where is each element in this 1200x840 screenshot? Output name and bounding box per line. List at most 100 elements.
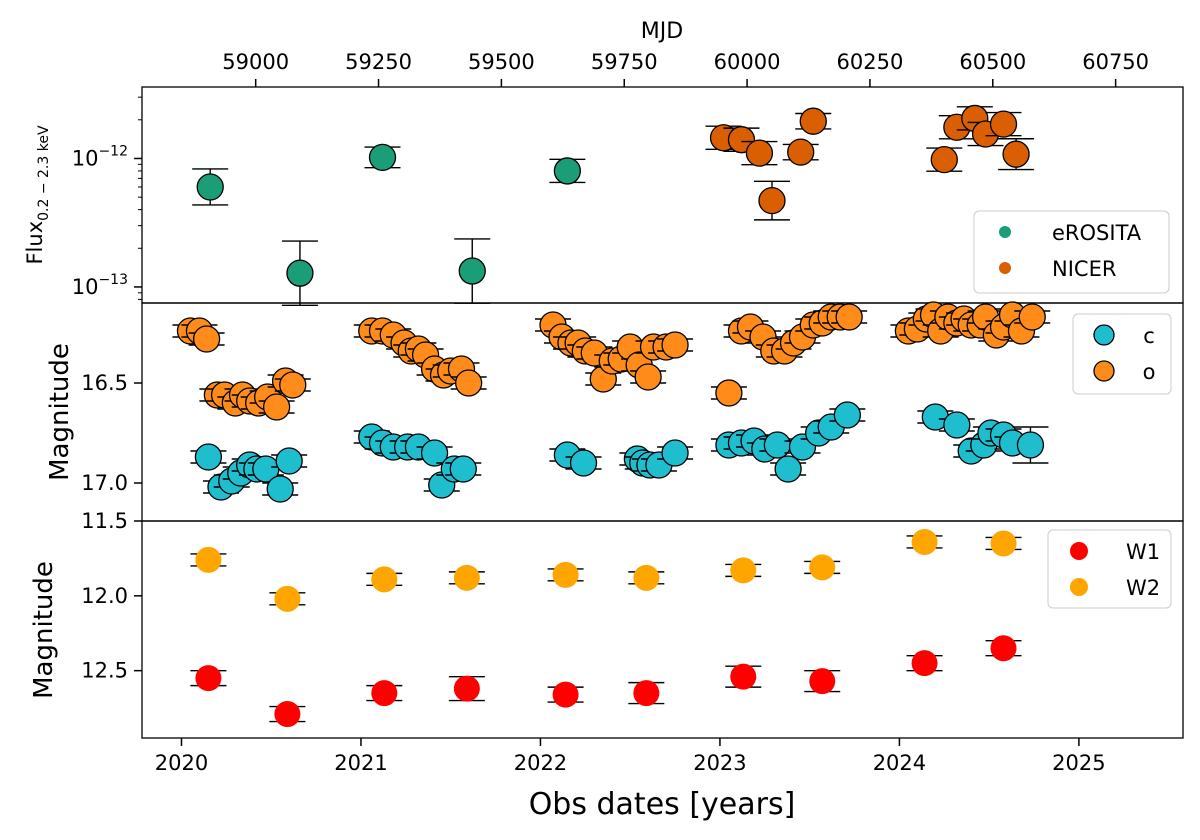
bottom-legend: W1 W2 (1047, 529, 1172, 609)
bottom-point-W1 (906, 650, 943, 677)
legend-marker-eROSITA (999, 226, 1011, 238)
mjd-tick-label: 59750 (591, 50, 658, 74)
middle-point-c (262, 475, 299, 503)
bottom-marker-W2 (633, 564, 660, 591)
legend-label-eROSITA: eROSITA (1052, 221, 1142, 245)
middle-marker-c (449, 455, 477, 483)
middle-point-c (657, 439, 694, 467)
middle-marker-c (774, 455, 802, 483)
panel-frame-bottom (141, 520, 1184, 739)
bottom-marker-W1 (453, 675, 480, 702)
middle-point-o (657, 331, 694, 359)
bottom-marker-W1 (371, 680, 398, 707)
middle-marker-o (192, 325, 221, 353)
top-marker-NICER (989, 110, 1018, 138)
bottom-marker-W1 (552, 681, 579, 708)
top-marker-eROSITA (368, 143, 397, 172)
top-marker-NICER (787, 138, 815, 166)
top-point-NICER (741, 139, 778, 167)
top-panel-y-axis-title: Flux0.2 − 2.3 keV (23, 125, 52, 264)
bottom-point-W2 (628, 564, 665, 591)
middle-marker-o (661, 331, 689, 359)
bottom-point-W1 (190, 665, 227, 692)
mjd-tick-label: 59000 (222, 50, 289, 74)
middle-point-o (630, 363, 667, 391)
bottom-point-W1 (448, 675, 485, 702)
bottom-marker-W2 (552, 561, 579, 588)
mjd-tick-label: 59500 (468, 50, 535, 74)
middle-point-o (710, 379, 747, 407)
middle-point-c (829, 401, 866, 429)
bottom-point-W1 (269, 701, 306, 728)
middle-panel-y-axis-title: Magnitude (45, 343, 75, 481)
top-marker-NICER (799, 107, 827, 135)
legend-marker-W1 (1070, 542, 1088, 560)
bottom-marker-W1 (730, 663, 757, 690)
legend-marker-o (1093, 360, 1115, 382)
middle-marker-o (1018, 303, 1046, 331)
bottom-marker-W1 (633, 680, 660, 707)
top-marker-NICER (758, 186, 786, 215)
bottom-point-W2 (366, 566, 403, 593)
top-y-tick-label: 10−13 (72, 272, 128, 299)
top-point-eROSITA (364, 143, 401, 172)
legend-box (973, 210, 1170, 294)
top-point-eROSITA (454, 238, 491, 304)
bottom-point-W1 (725, 663, 762, 690)
middle-marker-c (420, 439, 449, 467)
bottom-marker-W2 (453, 564, 480, 591)
top-marker-NICER (745, 139, 774, 167)
middle-point-c (938, 411, 975, 439)
middle-point-c (565, 449, 602, 477)
top-y-tick-label: 10−12 (72, 143, 128, 170)
middle-marker-c (194, 443, 223, 471)
bottom-point-W2 (725, 557, 762, 584)
bottom-marker-W1 (809, 668, 836, 695)
x-tick-label: 2023 (693, 751, 746, 775)
middle-point-o (274, 371, 311, 399)
top-point-NICER (753, 180, 790, 221)
legend-label-o: o (1143, 360, 1156, 384)
mjd-tick-label: 60500 (959, 50, 1026, 74)
legend-label-c: c (1143, 324, 1155, 348)
top-point-eROSITA (192, 168, 229, 206)
legend-label-W1: W1 (1126, 540, 1160, 564)
middle-point-c (759, 431, 796, 459)
middle-marker-c (266, 475, 294, 503)
bottom-point-W2 (985, 530, 1022, 557)
bottom-point-W2 (448, 564, 485, 591)
top-marker-eROSITA (553, 157, 582, 185)
top-point-eROSITA (549, 157, 586, 185)
mjd-tick-label: 59250 (345, 50, 412, 74)
bottom-y-tick-label: 12.0 (81, 584, 128, 608)
x-axis-title: Obs dates [years] (529, 787, 796, 822)
middle-y-tick-label: 17.0 (81, 471, 128, 495)
bottom-point-W1 (804, 668, 841, 695)
legend-marker-c (1093, 324, 1115, 346)
bottom-point-W2 (269, 585, 306, 612)
bottom-point-W1 (366, 680, 403, 707)
bottom-marker-W2 (911, 528, 938, 555)
mjd-tick-label: 60000 (714, 50, 781, 74)
bottom-marker-W2 (371, 566, 398, 593)
middle-marker-c (275, 447, 303, 475)
top-marker-eROSITA (286, 259, 314, 287)
middle-marker-o (835, 303, 863, 331)
bottom-point-W1 (547, 681, 584, 708)
middle-point-o (831, 303, 868, 331)
middle-marker-o (634, 363, 662, 391)
mjd-tick-label: 60750 (1082, 50, 1149, 74)
legend-marker-NICER (999, 262, 1011, 274)
x-tick-label: 2022 (514, 751, 567, 775)
bottom-panel-y-axis-title: Magnitude (29, 561, 59, 699)
top-axis-title: MJD (641, 19, 683, 44)
middle-marker-o (455, 369, 483, 397)
bottom-marker-W1 (274, 701, 301, 728)
top-point-NICER (985, 110, 1022, 138)
top-point-eROSITA (281, 240, 318, 306)
middle-point-c (190, 443, 227, 471)
middle-point-c (271, 447, 308, 475)
bottom-y-tick-label: 12.5 (81, 659, 128, 683)
bottom-point-W2 (547, 561, 584, 588)
